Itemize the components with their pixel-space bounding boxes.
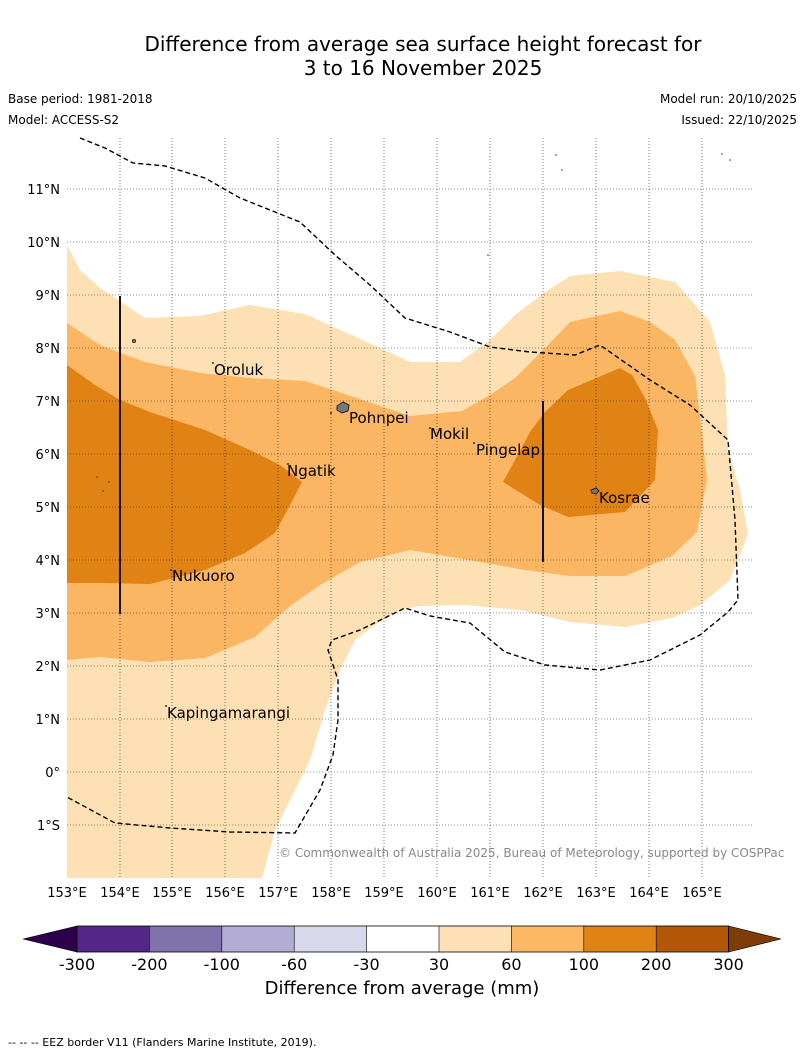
graticule: [67, 138, 753, 878]
colorbar-tick: 60: [501, 955, 521, 974]
lat-label: 0°: [45, 766, 60, 781]
eez-border: [66, 137, 739, 834]
colorbar-tick: 200: [641, 955, 672, 974]
lon-label: 160°E: [417, 886, 457, 901]
eez-footnote: -- -- -- EEZ border V11 (Flanders Marine…: [8, 1036, 317, 1049]
model-name: Model: ACCESS-S2: [8, 113, 120, 127]
islet-dot: [729, 159, 731, 161]
colorbar-segment: [366, 926, 439, 952]
lon-label: 153°E: [47, 886, 87, 901]
kosrae-island: [590, 487, 600, 495]
lat-label: 5°N: [36, 501, 61, 516]
lat-label: 11°N: [27, 183, 60, 198]
lat-label: 8°N: [36, 342, 61, 357]
label-ngatik: Ngatik: [287, 462, 336, 480]
lon-label: 154°E: [100, 886, 140, 901]
label-pingelap: Pingelap: [476, 441, 540, 459]
colorbar-tick: 300: [713, 955, 744, 974]
lon-label: 164°E: [629, 886, 669, 901]
colorbar-tick: 30: [429, 955, 449, 974]
label-oroluk: Oroluk: [214, 361, 263, 379]
colorbar-segment: [221, 926, 295, 952]
colorbar-segment: [656, 926, 729, 952]
colorbar-segment: [149, 926, 222, 952]
lon-label: 161°E: [470, 886, 510, 901]
lon-label: 163°E: [576, 886, 616, 901]
colorbar-extend-high: [728, 925, 782, 953]
latitude-labels: 11°N 10°N 9°N 8°N 7°N 6°N 5°N 4°N 3°N 2°…: [27, 183, 60, 834]
longitude-labels: 153°E 154°E 155°E 156°E 157°E 158°E 159°…: [47, 886, 722, 901]
lat-label: 4°N: [36, 554, 61, 569]
colorbar-extend-low: [22, 925, 78, 953]
colorbar-tick: -300: [59, 955, 95, 974]
place-labels: Oroluk Pohnpei Mokil Pingelap Ngatik Kos…: [167, 361, 650, 722]
label-pohnpei: Pohnpei: [349, 409, 409, 427]
colorbar-segment: [294, 926, 367, 952]
islet-dot: [561, 169, 563, 171]
islet-dot: [473, 442, 475, 444]
lat-label: 9°N: [36, 289, 61, 304]
colorbar-tick: -100: [204, 955, 240, 974]
lon-label: 155°E: [152, 886, 192, 901]
lat-label: 3°N: [36, 607, 61, 622]
colorbar-segment: [511, 926, 584, 952]
islet-dot: [102, 490, 104, 492]
lat-label: 1°N: [36, 713, 61, 728]
islet-dot: [287, 463, 289, 465]
map-plot-area: [67, 245, 748, 878]
lon-label: 165°E: [682, 886, 722, 901]
islet-dot: [165, 705, 167, 707]
label-kapingamarangi: Kapingamarangi: [167, 704, 290, 722]
lat-label: 7°N: [36, 395, 61, 410]
chart-title: Difference from average sea surface heig…: [0, 32, 804, 80]
colorbar-tick: 100: [569, 955, 600, 974]
label-nukuoro: Nukuoro: [172, 567, 235, 585]
colorbar-segment: [77, 926, 150, 952]
contour-60-100: [67, 311, 707, 662]
lat-label: 2°N: [36, 660, 61, 675]
islet-dot: [170, 569, 172, 571]
islet-dot: [330, 412, 332, 414]
label-kosrae: Kosrae: [599, 489, 650, 507]
colorbar-tick: -200: [131, 955, 167, 974]
contour-100-200-west: [67, 365, 302, 584]
lon-label: 157°E: [258, 886, 298, 901]
lon-label: 158°E: [311, 886, 351, 901]
islet-dot: [429, 427, 431, 429]
contour-100-200-east: [503, 368, 658, 517]
colorbar-segment: [439, 926, 512, 952]
lon-label: 162°E: [523, 886, 563, 901]
islet-dot: [131, 338, 136, 343]
map-panel: Oroluk Pohnpei Mokil Pingelap Ngatik Kos…: [27, 137, 784, 901]
lat-label: 10°N: [27, 236, 60, 251]
islet-dot: [487, 254, 489, 256]
pohnpei-island: [336, 401, 350, 414]
colorbar-frame: [76, 925, 729, 953]
base-period: Base period: 1981-2018: [8, 92, 153, 106]
model-run: Model run: 20/10/2025: [659, 92, 797, 106]
lat-label: 6°N: [36, 448, 61, 463]
islet-dot: [212, 362, 214, 364]
copyright-notice: © Commonwealth of Australia 2025, Bureau…: [279, 846, 784, 860]
lon-label: 156°E: [205, 886, 245, 901]
title-line-1: Difference from average sea surface heig…: [144, 32, 702, 56]
islet-dot: [108, 481, 110, 483]
islands: [96, 153, 731, 707]
colorbar-tick: -60: [281, 955, 307, 974]
lat-label: 1°S: [37, 819, 60, 834]
label-mokil: Mokil: [430, 425, 469, 443]
colorbar-label: Difference from average (mm): [264, 978, 540, 999]
colorbar-tick: -30: [354, 955, 380, 974]
islet-dot: [96, 476, 98, 478]
issued-date: Issued: 22/10/2025: [681, 113, 797, 127]
colorbar-segment: [583, 926, 657, 952]
title-line-2: 3 to 16 November 2025: [303, 56, 543, 80]
colorbar: -300 -200 -100 -60 -30 30 60 100 200 300: [22, 925, 782, 974]
islet-dot: [721, 153, 723, 155]
islet-dot: [555, 154, 557, 156]
lon-label: 159°E: [364, 886, 404, 901]
